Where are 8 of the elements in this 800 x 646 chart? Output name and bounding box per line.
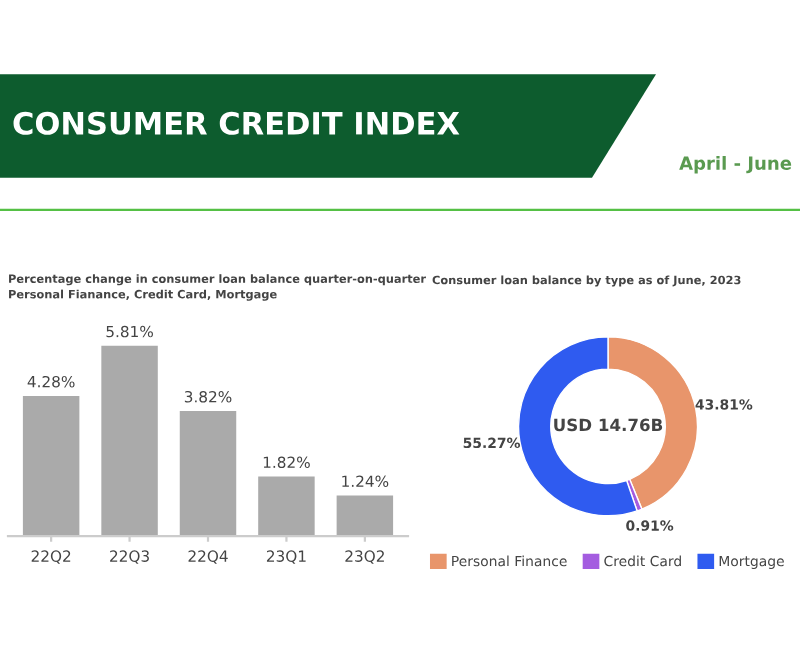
text: USD 14.76B bbox=[554, 418, 663, 432]
bar bbox=[179, 411, 237, 537]
bar bbox=[336, 495, 394, 537]
chart-title: CONSUMER CREDIT INDEX bbox=[13, 111, 460, 135]
text: April - June bbox=[679, 155, 792, 174]
bar bbox=[258, 476, 315, 537]
bar bbox=[22, 395, 80, 537]
bar bbox=[101, 345, 158, 537]
